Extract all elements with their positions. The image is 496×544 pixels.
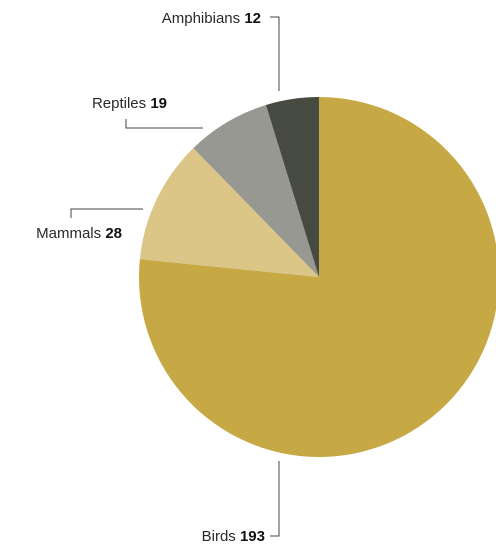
leader-line-reptiles (125, 119, 203, 129)
leader-line-birds (270, 461, 280, 537)
pie-slice-amphibians (265, 97, 319, 277)
pie-slice-mammals (139, 148, 319, 277)
slice-label-birds-value: 193 (240, 528, 265, 544)
slice-label-amphibians-value: 12 (244, 10, 261, 27)
slice-label-amphibians: Amphibians 12 (162, 10, 261, 27)
slice-label-mammals-name: Mammals (36, 225, 101, 242)
leader-line-amphibians (270, 16, 280, 91)
slice-label-mammals: Mammals 28 (36, 225, 122, 242)
slice-label-amphibians-name: Amphibians (162, 10, 240, 27)
slice-label-birds: Birds 193 (202, 528, 265, 544)
leader-lines (70, 16, 280, 537)
pie-slices (139, 97, 496, 457)
slice-label-reptiles: Reptiles 19 (92, 95, 167, 112)
pie-slice-reptiles (193, 105, 319, 277)
leader-line-mammals (70, 208, 143, 218)
slice-label-birds-name: Birds (202, 528, 236, 544)
slice-label-reptiles-value: 19 (150, 95, 167, 112)
slice-label-mammals-value: 28 (105, 225, 122, 242)
pie-slice-birds (139, 97, 496, 457)
slice-label-reptiles-name: Reptiles (92, 95, 146, 112)
